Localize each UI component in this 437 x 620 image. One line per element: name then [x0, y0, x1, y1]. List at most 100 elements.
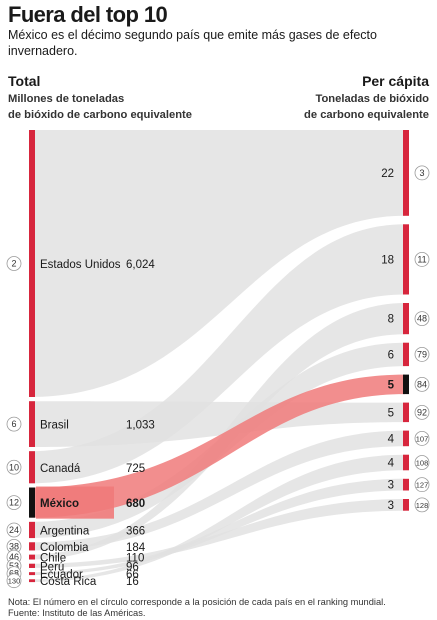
rank-label: 48 [417, 314, 427, 324]
country-label: Ecuador [40, 569, 83, 581]
left-bar [29, 554, 35, 560]
right-column-subtitle-line1: Toneladas de bióxido [315, 93, 429, 105]
left-node-colombia: 38 Colombia 184 [6, 538, 146, 554]
rank-circle [6, 495, 22, 510]
per-capita-value-label: 5 [388, 379, 395, 391]
per-capita-value-label: 4 [388, 433, 395, 445]
rank-circle [414, 165, 430, 181]
total-value-label: 6,024 [126, 259, 155, 271]
rank-label: 38 [9, 541, 19, 551]
right-bar [403, 402, 409, 423]
rank-label: 127 [416, 481, 429, 490]
right-column-title: Per cápita [362, 73, 429, 89]
rank-circle [414, 376, 430, 392]
rank-label: 6 [11, 419, 16, 429]
footer-note: Nota: El número en el círculo correspond… [8, 597, 386, 607]
left-column-subtitle: Millones de toneladas de bióxido de carb… [8, 91, 192, 123]
right-node-108: 4 108 [388, 454, 430, 471]
rank-label: 3 [419, 168, 424, 178]
right-bar [403, 130, 409, 216]
rank-circle [6, 256, 22, 271]
country-label: México [40, 498, 79, 510]
rank-label: 130 [8, 577, 21, 586]
left-node-peru: 53 Perú 96 [6, 558, 139, 573]
rank-label: 12 [9, 498, 19, 508]
right-node-84: 5 84 [388, 374, 430, 395]
rank-circle [414, 251, 430, 267]
right-node-127: 3 127 [388, 477, 430, 493]
right-node-92: 5 92 [388, 402, 430, 423]
left-bar [29, 542, 35, 551]
country-label: Estados Unidos [40, 259, 121, 271]
total-value-label: 725 [126, 463, 145, 475]
left-node-estados-unidos: 2 Estados Unidos 6,024 [6, 130, 155, 397]
left-bar [29, 563, 35, 568]
right-node-79: 6 79 [388, 342, 430, 367]
right-column-subtitle-line2: de carbono equivalente [304, 109, 429, 121]
rank-circle [6, 459, 22, 475]
per-capita-value-label: 18 [381, 254, 394, 266]
flow-ecuador [30, 478, 405, 576]
rank-circle [414, 404, 430, 420]
rank-label: 11 [417, 254, 426, 264]
right-bar [403, 374, 409, 395]
per-capita-value-label: 5 [388, 407, 394, 419]
rank-circle [6, 522, 22, 538]
rank-circle [414, 455, 430, 470]
footer-source: Fuente: Instituto de las Américas. [8, 608, 146, 618]
flow-chile [30, 303, 405, 560]
rank-circle [414, 430, 430, 446]
rank-label: 128 [416, 501, 429, 510]
right-bar [403, 499, 409, 511]
rank-label: 53 [9, 561, 19, 571]
left-bar [29, 579, 35, 583]
right-node-128: 3 128 [388, 497, 430, 513]
rank-label: 84 [417, 379, 427, 389]
left-bar [29, 451, 35, 484]
left-node-canada: 10 Canadá 725 [6, 451, 145, 484]
left-bar [29, 401, 35, 447]
per-capita-value-label: 3 [388, 480, 394, 492]
flows-group [30, 130, 405, 583]
left-column-title: Total [8, 73, 41, 89]
per-capita-value-label: 4 [388, 458, 395, 470]
per-capita-value-label: 8 [388, 314, 394, 326]
flow-argentina [30, 342, 405, 539]
rank-circle [414, 346, 430, 362]
right-column-subtitle: Toneladas de bióxido de carbono equivale… [304, 91, 429, 123]
left-node-mexico: 12 México 680 [6, 486, 145, 519]
flow-peru [30, 499, 405, 568]
left-node-chile: 46 Chile 110 [6, 549, 144, 565]
country-label: Chile [40, 553, 66, 565]
left-node-brasil: 6 Brasil 1,033 [6, 401, 155, 447]
left-column-subtitle-line1: Millones de toneladas [8, 93, 125, 105]
per-capita-value-label: 6 [388, 349, 394, 361]
page-title: Fuera del top 10 [8, 2, 168, 27]
rank-circle [6, 573, 22, 589]
total-value-label: 680 [126, 498, 145, 510]
country-label: Colombia [40, 542, 89, 554]
total-value-label: 1,033 [126, 420, 155, 432]
page-subtitle: México es el décimo segundo país que emi… [8, 28, 377, 58]
left-bar [29, 521, 35, 539]
per-capita-value-label: 22 [381, 168, 394, 180]
right-bar [403, 303, 409, 335]
right-node-11: 18 11 [381, 224, 430, 295]
country-label: Canadá [40, 463, 81, 475]
right-bar [403, 454, 409, 471]
flow-colombia [30, 430, 405, 551]
rank-circle [6, 416, 22, 432]
rank-label: 46 [9, 552, 19, 562]
rank-circle [414, 497, 430, 513]
country-label: Costa Rica [40, 576, 97, 588]
right-bar [403, 224, 409, 295]
highlight-label-band [36, 486, 114, 519]
left-bar [29, 572, 35, 576]
per-capita-value-label: 3 [388, 500, 394, 512]
flow-estados-unidos [30, 130, 405, 397]
rank-label: 92 [417, 407, 427, 417]
rank-circle [414, 477, 430, 493]
rank-label: 107 [416, 434, 429, 443]
left-column-subtitle-line2: de bióxido de carbono equivalente [8, 109, 193, 121]
total-value-label: 110 [126, 553, 144, 565]
